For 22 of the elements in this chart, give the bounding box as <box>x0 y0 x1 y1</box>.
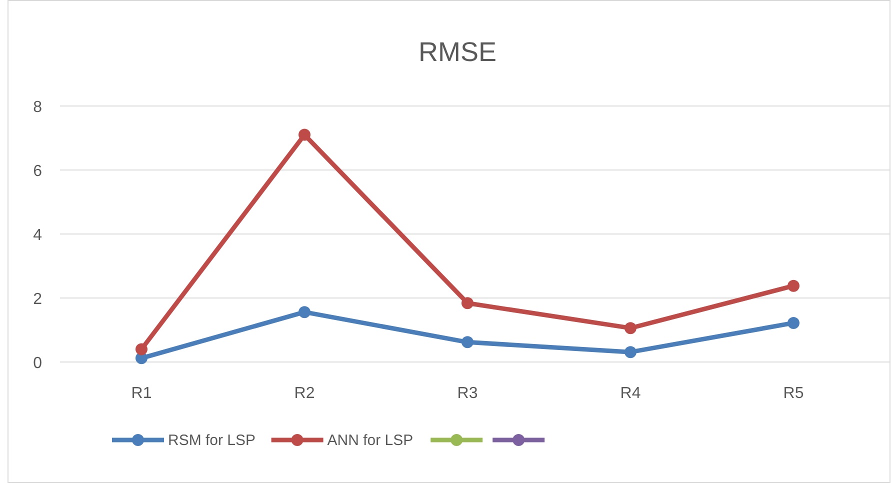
point <box>136 343 148 356</box>
chart-title: RMSE <box>418 37 497 67</box>
legend-label: ANN for LSP <box>327 432 414 449</box>
point <box>462 336 474 348</box>
y-tick-label: 2 <box>33 291 42 308</box>
legend-label: RSM for LSP <box>168 432 256 449</box>
x-tick-label: R2 <box>294 385 315 402</box>
point <box>298 128 310 141</box>
x-tick-label: R3 <box>457 385 478 402</box>
point <box>462 297 474 310</box>
point <box>624 346 636 358</box>
y-tick-label: 6 <box>33 163 42 180</box>
point <box>298 306 310 318</box>
x-tick-label: R4 <box>620 385 641 402</box>
point <box>788 316 800 329</box>
x-tick-label: R5 <box>783 385 804 402</box>
y-tick-label: 0 <box>33 355 42 372</box>
y-tick-label: 4 <box>33 227 42 244</box>
point <box>624 322 636 334</box>
y-tick-label: 8 <box>33 99 42 116</box>
x-tick-label: R1 <box>131 385 152 402</box>
point <box>788 280 800 292</box>
